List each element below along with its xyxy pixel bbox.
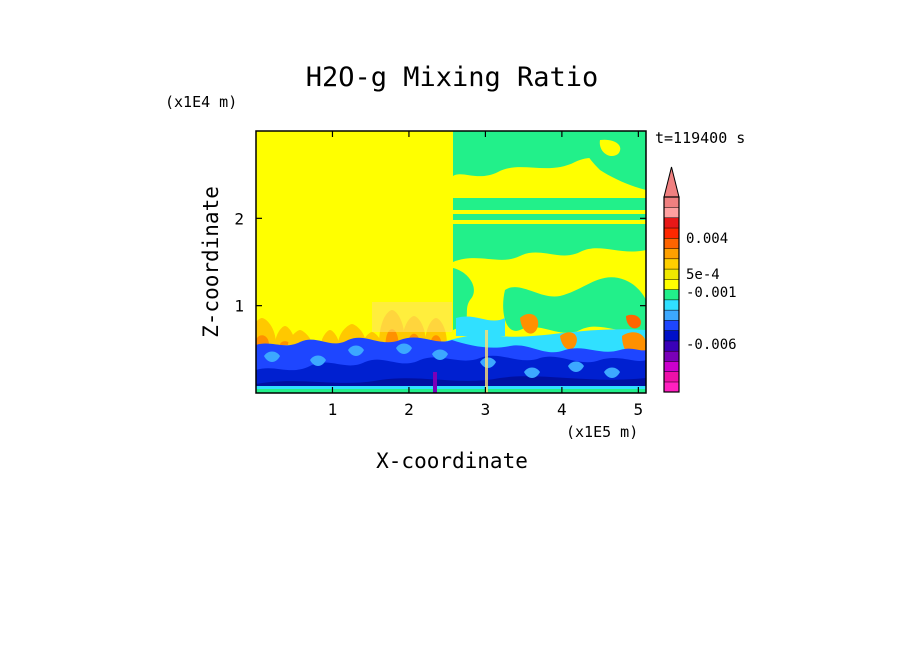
colorbar-segment: [664, 197, 679, 208]
colorbar-segment: [664, 248, 679, 259]
field-orange-blob-1: [520, 313, 539, 334]
colorbar-segment: [664, 309, 679, 321]
field-green-band-3: [453, 224, 646, 262]
field-streak: [348, 345, 364, 356]
x-tick-label: 1: [328, 400, 338, 419]
colorbar-segment: [664, 279, 679, 290]
colorbar-segment: [664, 258, 679, 269]
field-surface-cyan: [256, 386, 646, 389]
colorbar-label: -0.006: [686, 337, 737, 353]
plot-field: [256, 131, 646, 393]
y-tick-label: 2: [234, 209, 244, 228]
x-axis-label: X-coordinate: [376, 449, 528, 473]
field-streak: [604, 367, 620, 378]
field-cyan-patch: [456, 316, 505, 336]
colorbar-label: 5e-4: [686, 267, 720, 283]
field-streak: [396, 343, 412, 354]
y-unit-label: (x1E4 m): [165, 93, 237, 111]
colorbar-segment: [664, 299, 679, 310]
x-tick-label: 4: [557, 400, 567, 419]
y-axis-ticks: 12: [234, 209, 646, 316]
x-axis-ticks: 1 2 3 4 5: [328, 131, 644, 419]
colorbar-segment: [664, 320, 679, 331]
colorbar-frame: [663, 196, 680, 393]
colorbar-segment: [664, 340, 679, 351]
field-surface-green: [256, 389, 646, 393]
field-vertical-streak: [485, 330, 488, 393]
colorbar-segment: [664, 350, 679, 362]
y-tick-label: 1: [234, 297, 244, 316]
x-tick-label: 5: [634, 400, 644, 419]
field-yellow-blob-2: [559, 261, 585, 283]
colorbar-segment: [664, 361, 679, 372]
field-streak: [568, 361, 584, 372]
colorbar-extend-arrow: [663, 166, 680, 198]
field-orange-blob-2: [560, 332, 577, 350]
field-streak: [264, 351, 280, 362]
field-plume-core: [280, 341, 290, 345]
field-streak: [524, 367, 540, 378]
y-axis-label: Z-coordinate: [199, 186, 223, 338]
field-orange-blob-4: [626, 314, 641, 329]
field-plume: [321, 330, 339, 345]
field-green-patch-2: [503, 277, 646, 333]
colorbar: [663, 166, 680, 393]
chart-title: H2O-g Mixing Ratio: [306, 62, 599, 93]
field-plume-core: [256, 335, 269, 345]
field-light-band: [372, 302, 452, 332]
colorbar-segment: [664, 371, 679, 382]
colorbar-segment: [664, 268, 679, 280]
field-plume-core: [385, 329, 399, 345]
colorbar-segment: [664, 238, 679, 249]
field-green-band-2: [453, 214, 646, 220]
x-tick-label: 3: [481, 400, 491, 419]
colorbar-segment: [664, 289, 679, 300]
field-green-patch-1: [453, 268, 474, 330]
colorbar-segment: [664, 227, 679, 239]
colorbar-segment: [664, 217, 679, 228]
field-streak: [310, 355, 326, 366]
colorbar-label: -0.001: [686, 285, 737, 301]
field-purple-spot: [433, 372, 437, 393]
colorbar-segment: [664, 330, 679, 341]
colorbar-labels: 0.004 5e-4 -0.001 -0.006: [686, 231, 737, 353]
colorbar-label: 0.004: [686, 231, 728, 247]
time-label: t=119400 s: [655, 129, 745, 147]
field-green-corner: [575, 131, 646, 190]
x-tick-label: 2: [404, 400, 414, 419]
colorbar-segment: [664, 207, 679, 218]
plot-frame: [255, 130, 647, 394]
x-unit-label: (x1E5 m): [566, 423, 638, 441]
colorbar-segment: [664, 381, 679, 392]
field-streak: [432, 349, 448, 360]
field-green-band-1: [453, 198, 646, 210]
field-yellow-blob: [599, 139, 621, 157]
